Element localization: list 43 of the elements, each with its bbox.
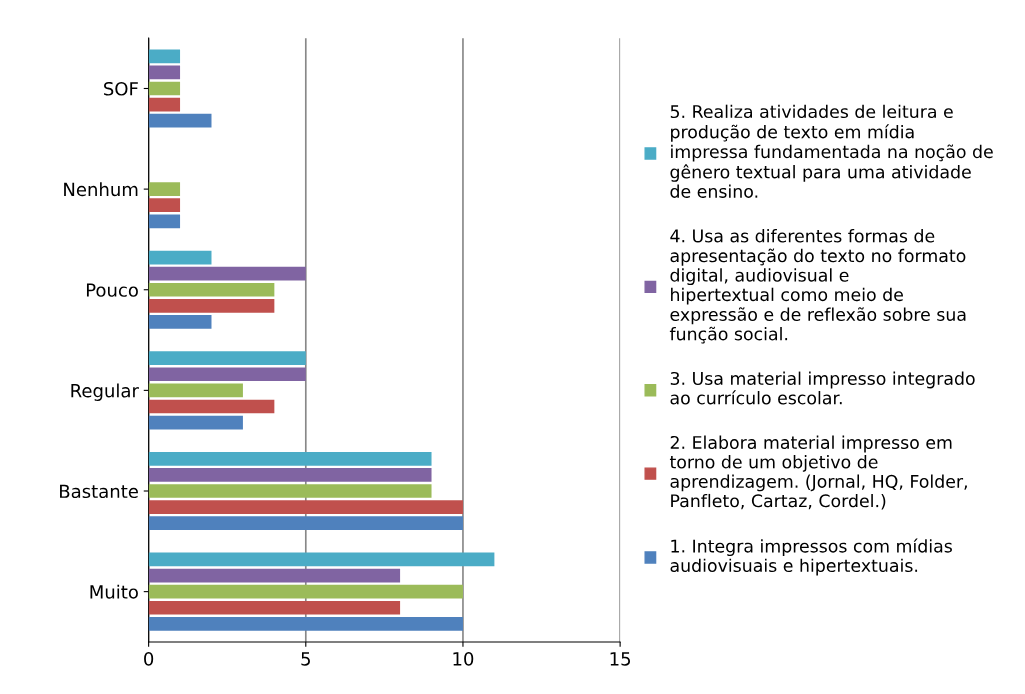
y-tick-label: Bastante [60, 484, 138, 499]
y-tick-label: Pouco [86, 283, 138, 297]
legend-label: 3. Usa material impresso integrado ao currículo escolar. [670, 371, 975, 405]
x-tick-label: 5 [301, 652, 310, 666]
x-tick-label: 15 [610, 652, 631, 666]
bar [148, 552, 495, 567]
bar [148, 266, 306, 281]
bar [148, 315, 212, 329]
bar [148, 250, 212, 265]
y-tick-label: Muito [90, 584, 138, 599]
x-tick-label: 0 [144, 651, 154, 666]
bar [148, 214, 181, 229]
bar [148, 367, 306, 382]
bar [148, 516, 463, 531]
bar [148, 351, 306, 366]
bar [148, 49, 181, 64]
bar [148, 451, 432, 466]
legend-label: 2. Elabora material impresso em torno de um objetivo de aprendizagem. (Jornal, HQ, Folder, Panfleto, Cartaz, Cordel.) [669, 435, 967, 510]
y-tick-label: Regular [71, 383, 139, 401]
bar [148, 568, 401, 583]
bar [148, 500, 463, 514]
legend-label: 4. Usa as diferentes formas de apresentação do texto no formato digital, audiovisual e hipertextual como meio de expressão e de reflexão sobre sua função social. [669, 229, 966, 344]
legend-label: 5. Realiza atividades de leitura e produção de texto em mídia impressa fundamentada na noção de gênero textual para uma atividade de ensino. [670, 104, 993, 198]
bar [148, 383, 243, 398]
bar [148, 81, 181, 96]
bar [148, 468, 432, 482]
bar [148, 584, 463, 599]
bar [148, 113, 212, 128]
bar [148, 299, 275, 313]
bar [148, 616, 463, 631]
bar [148, 415, 243, 430]
bar [148, 182, 181, 196]
bar [148, 198, 181, 213]
bar [148, 600, 401, 615]
bar [148, 97, 181, 112]
legend-label: 1. Integra impressos com mídias audiovisuais e hipertextuais. [670, 538, 952, 576]
bar [148, 65, 181, 80]
bar [148, 484, 432, 498]
y-tick-label: SOF [104, 81, 138, 96]
y-tick-label: Nenhum [64, 182, 138, 197]
x-tick-label: 10 [453, 651, 474, 666]
bar [148, 282, 275, 297]
bar [148, 399, 275, 414]
